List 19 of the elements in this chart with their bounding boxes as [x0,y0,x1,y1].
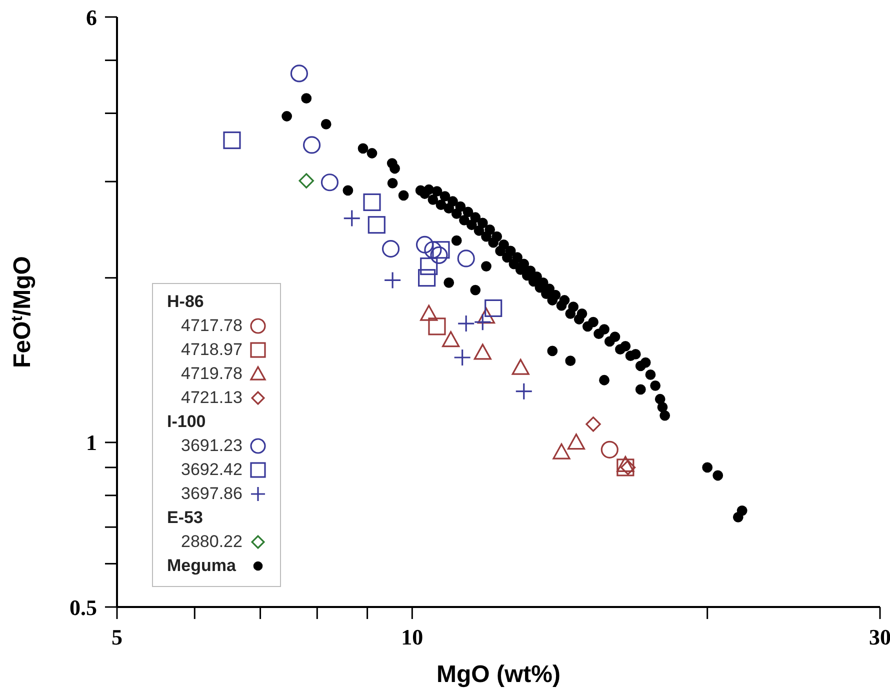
x-tick-label: 30 [869,624,890,650]
legend-label: 4718.97 [180,339,242,361]
text: H-86 [167,291,205,313]
y-tick-label: 6 [86,4,97,30]
legend-label: 3692.42 [180,459,242,481]
legend-label: 2880.22 [180,531,242,553]
legend-label: 4719.78 [180,363,242,385]
legend-label: Meguma [167,555,236,577]
legend-label: 3697.86 [180,483,242,505]
legend-label: 4717.78 [180,315,242,337]
y-tick-label: 1 [86,430,97,456]
x-tick-label: 5 [112,624,122,650]
x-tick-label: 10 [401,624,424,650]
legend-label: 4721.13 [180,387,242,409]
text: I-100 [167,411,207,433]
legend-label: 3691.23 [180,435,242,457]
y-tick-label: 0.5 [70,594,97,620]
text: E-53 [167,507,204,529]
x-axis-title: MgO (wt%) [436,661,560,688]
